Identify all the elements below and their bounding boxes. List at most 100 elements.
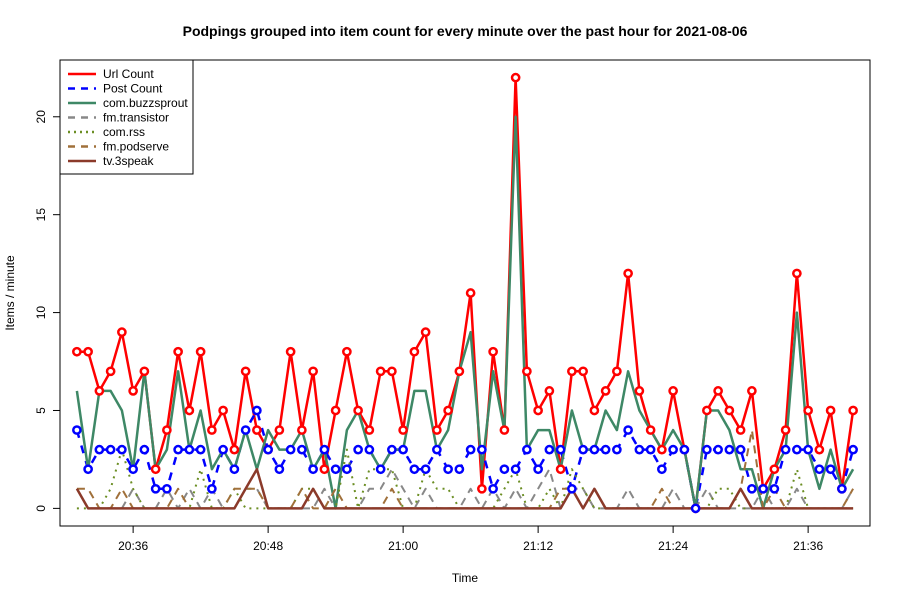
series-line-fm-transistor xyxy=(76,468,854,510)
point-post-count xyxy=(375,464,386,475)
point-url-count xyxy=(499,425,510,435)
point-url-count xyxy=(375,366,386,377)
point-post-count xyxy=(578,444,588,455)
point-url-count xyxy=(724,405,735,416)
point-post-count xyxy=(668,444,678,455)
point-post-count xyxy=(488,483,498,494)
y-tick-label: 5 xyxy=(34,407,48,414)
point-post-count xyxy=(544,444,555,455)
legend-label: Post Count xyxy=(103,82,163,96)
point-url-count xyxy=(612,366,622,377)
point-url-count xyxy=(387,366,397,377)
point-url-count xyxy=(814,444,825,455)
point-url-count xyxy=(184,405,195,416)
point-url-count xyxy=(173,346,183,357)
point-url-count xyxy=(218,405,228,416)
point-post-count xyxy=(195,444,206,455)
point-post-count xyxy=(117,444,127,455)
point-url-count xyxy=(274,425,285,435)
point-url-count xyxy=(420,327,431,338)
point-url-count xyxy=(848,405,858,416)
point-post-count xyxy=(634,444,645,455)
point-post-count xyxy=(94,444,105,455)
point-post-count xyxy=(522,444,532,455)
point-post-count xyxy=(825,464,836,475)
point-url-count xyxy=(623,268,633,279)
point-url-count xyxy=(308,366,318,377)
point-url-count xyxy=(285,346,296,357)
point-url-count xyxy=(510,72,521,83)
point-post-count xyxy=(398,444,408,455)
y-tick-label: 10 xyxy=(34,306,48,320)
point-url-count xyxy=(128,386,138,396)
point-post-count xyxy=(724,444,735,455)
legend-label: fm.podserve xyxy=(103,140,169,154)
point-url-count xyxy=(330,405,341,416)
legend-label: tv.3speak xyxy=(103,154,154,168)
point-post-count xyxy=(533,464,543,475)
point-url-count xyxy=(139,366,150,377)
point-url-count xyxy=(465,288,476,298)
point-post-count xyxy=(555,444,566,455)
point-post-count xyxy=(387,444,397,455)
x-tick-label: 21:24 xyxy=(658,539,688,553)
point-url-count xyxy=(319,464,330,475)
point-url-count xyxy=(443,405,453,416)
point-post-count xyxy=(364,444,375,455)
point-post-count xyxy=(353,444,363,455)
point-url-count xyxy=(522,366,532,377)
point-url-count xyxy=(477,483,487,494)
point-url-count xyxy=(252,425,262,435)
point-post-count xyxy=(105,444,116,455)
point-url-count xyxy=(702,405,712,416)
point-url-count xyxy=(533,405,543,416)
point-url-count xyxy=(398,425,408,435)
point-post-count xyxy=(567,483,577,494)
point-url-count xyxy=(353,405,363,416)
x-tick-label: 20:36 xyxy=(118,539,148,553)
point-post-count xyxy=(252,405,262,416)
point-url-count xyxy=(589,405,600,416)
point-url-count xyxy=(747,386,757,396)
x-tick-label: 20:48 xyxy=(253,539,283,553)
x-tick-label: 21:36 xyxy=(793,539,823,553)
point-post-count xyxy=(162,483,172,494)
point-post-count xyxy=(285,444,296,455)
point-url-count xyxy=(83,346,93,357)
point-url-count xyxy=(229,444,240,455)
point-url-count xyxy=(162,425,172,435)
point-post-count xyxy=(769,483,780,494)
point-url-count xyxy=(454,366,465,377)
chart-title: Podpings grouped into item count for eve… xyxy=(183,23,748,39)
point-post-count xyxy=(814,464,825,475)
point-url-count xyxy=(713,386,723,396)
point-url-count xyxy=(668,386,678,396)
x-tick-label: 21:00 xyxy=(388,539,418,553)
point-post-count xyxy=(420,464,431,475)
point-post-count xyxy=(713,444,723,455)
point-post-count xyxy=(342,464,352,475)
legend-label: com.buzzsprout xyxy=(103,96,188,110)
point-post-count xyxy=(128,464,138,475)
plot-area: 0 5 10 15 20 20:36 20:48 21:00 21:12 21:24 21:36 xyxy=(34,59,871,553)
point-url-count xyxy=(150,464,161,475)
point-url-count xyxy=(735,425,746,435)
point-post-count xyxy=(218,444,228,455)
point-post-count xyxy=(600,444,611,455)
point-url-count xyxy=(488,346,498,357)
point-post-count xyxy=(263,444,273,455)
series-line-url-count xyxy=(76,76,855,510)
point-post-count xyxy=(623,425,633,435)
point-post-count xyxy=(240,425,251,435)
point-url-count xyxy=(645,425,656,435)
point-url-count xyxy=(803,405,813,416)
point-url-count xyxy=(409,346,420,357)
point-url-count xyxy=(364,425,375,435)
point-post-count xyxy=(837,483,847,494)
point-post-count xyxy=(150,483,161,494)
point-post-count xyxy=(735,444,746,455)
y-tick-label: 0 xyxy=(34,505,48,512)
point-post-count xyxy=(72,425,82,435)
point-post-count xyxy=(589,444,600,455)
